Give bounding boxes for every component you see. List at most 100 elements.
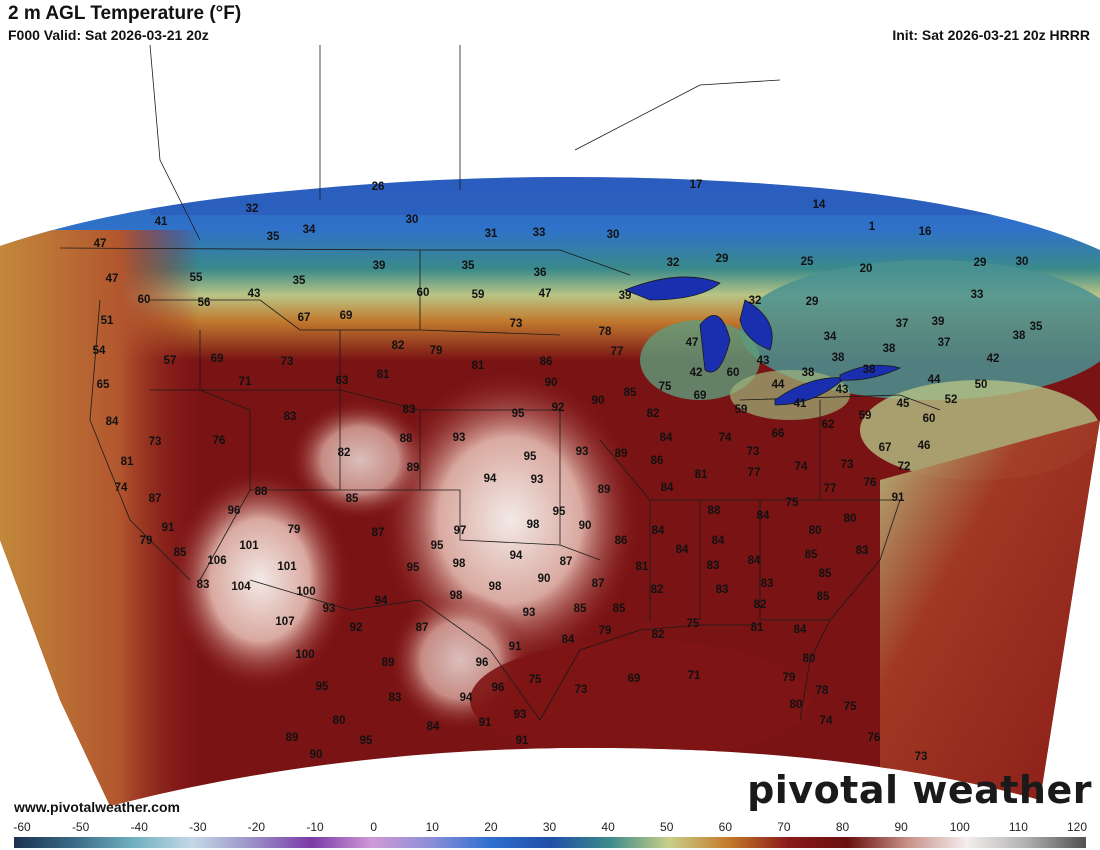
color-scale-tick: 110: [1009, 820, 1028, 834]
temperature-label: 33: [971, 289, 984, 301]
color-scale-tick: 70: [777, 820, 791, 834]
temperature-label: 29: [806, 296, 819, 308]
color-scale-tick: -40: [131, 820, 149, 834]
temperature-label: 35: [1030, 321, 1043, 333]
temperature-label: 85: [346, 493, 359, 505]
temperature-label: 75: [659, 381, 672, 393]
temperature-label: 93: [453, 432, 466, 444]
temperature-label: 87: [372, 527, 385, 539]
temperature-label: 79: [288, 524, 301, 536]
color-scale-tick: 20: [484, 820, 498, 834]
temperature-label: 90: [545, 377, 558, 389]
temperature-label: 93: [523, 607, 536, 619]
temperature-label: 107: [275, 616, 294, 628]
temperature-label: 91: [516, 735, 529, 747]
temperature-label: 16: [919, 226, 932, 238]
temperature-label: 85: [805, 549, 818, 561]
temperature-label: 87: [592, 578, 605, 590]
temperature-label: 85: [574, 603, 587, 615]
color-scale-tick: 50: [660, 820, 674, 834]
temperature-label: 91: [509, 641, 522, 653]
temperature-label: 89: [615, 448, 628, 460]
temperature-label: 82: [392, 340, 405, 352]
temperature-label: 30: [607, 229, 620, 241]
temperature-label: 83: [856, 545, 869, 557]
temperature-label: 36: [534, 267, 547, 279]
temperature-label: 34: [824, 331, 837, 343]
temperature-label: 79: [430, 345, 443, 357]
temperature-label: 83: [761, 578, 774, 590]
temperature-label: 78: [816, 685, 829, 697]
temperature-label: 73: [841, 459, 854, 471]
temperature-label: 29: [716, 253, 729, 265]
temperature-label: 90: [579, 520, 592, 532]
temperature-label: 90: [592, 395, 605, 407]
color-scale: -60 -50 -40 -30 -20 -10 0 10 20 30 40 50 60 70 80 90 100…: [0, 818, 1100, 850]
temperature-label: 69: [340, 310, 353, 322]
temperature-label: 95: [524, 451, 537, 463]
temperature-label: 92: [552, 402, 565, 414]
temperature-label: 72: [898, 461, 911, 473]
temperature-label: 73: [915, 751, 928, 763]
temperature-label: 60: [138, 294, 151, 306]
temperature-label: 89: [407, 462, 420, 474]
great-lakes: [623, 276, 902, 406]
temperature-label: 92: [350, 622, 363, 634]
temperature-label: 100: [295, 649, 314, 661]
temperature-label: 81: [121, 456, 134, 468]
temperature-label: 96: [228, 505, 241, 517]
temperature-label: 80: [844, 513, 857, 525]
color-scale-tick: 90: [894, 820, 908, 834]
temperature-label: 57: [164, 355, 177, 367]
temperature-label: 98: [453, 558, 466, 570]
temperature-label: 93: [514, 709, 527, 721]
temperature-label: 39: [373, 260, 386, 272]
temperature-label: 85: [174, 547, 187, 559]
brand-logo: pivotal weather: [747, 768, 1092, 812]
temperature-label: 52: [945, 394, 958, 406]
temperature-label: 84: [652, 525, 665, 537]
temperature-label: 90: [538, 573, 551, 585]
temperature-label: 85: [613, 603, 626, 615]
temperature-label: 87: [560, 556, 573, 568]
temperature-label: 94: [510, 550, 523, 562]
temperature-label: 75: [786, 497, 799, 509]
valid-time: F000 Valid: Sat 2026-03-21 20z: [8, 27, 209, 43]
temperature-label: 95: [553, 506, 566, 518]
temperature-label: 84: [562, 634, 575, 646]
temperature-label: 84: [794, 624, 807, 636]
temperature-label: 87: [416, 622, 429, 634]
color-scale-tick: -60: [13, 820, 31, 834]
color-scale-tick: 30: [543, 820, 557, 834]
temperature-label: 106: [207, 555, 226, 567]
temperature-label: 78: [599, 326, 612, 338]
init-time: Init: Sat 2026-03-21 20z HRRR: [892, 27, 1090, 43]
temperature-label: 88: [708, 505, 721, 517]
temperature-label: 83: [389, 692, 402, 704]
temperature-label: 14: [813, 199, 826, 211]
website-url[interactable]: www.pivotalweather.com: [14, 799, 180, 815]
temperature-label: 63: [336, 375, 349, 387]
temperature-label: 67: [879, 442, 892, 454]
temperature-label: 60: [727, 367, 740, 379]
temperature-label: 38: [863, 364, 876, 376]
color-scale-tick: 60: [719, 820, 733, 834]
temperature-label: 46: [918, 440, 931, 452]
temperature-label: 74: [115, 482, 128, 494]
temperature-label: 84: [676, 544, 689, 556]
temperature-map[interactable]: 26 17 32 14 41 30 1 16 35 34 31 33 30 47 25 20 29 30 39 35 3…: [0, 44, 1100, 818]
temperature-label: 97: [454, 525, 467, 537]
temperature-label: 30: [1016, 256, 1029, 268]
temperature-label: 47: [106, 273, 119, 285]
color-scale-tick: 120: [1067, 820, 1087, 834]
temperature-label: 81: [695, 469, 708, 481]
temperature-label: 81: [377, 369, 390, 381]
temperature-label: 66: [772, 428, 785, 440]
temperature-label: 44: [928, 374, 941, 386]
temperature-label: 91: [892, 492, 905, 504]
temperature-label: 89: [598, 484, 611, 496]
temperature-label: 37: [938, 337, 951, 349]
temperature-label: 44: [772, 379, 785, 391]
temperature-label: 76: [864, 477, 877, 489]
color-scale-tick: -50: [72, 820, 90, 834]
